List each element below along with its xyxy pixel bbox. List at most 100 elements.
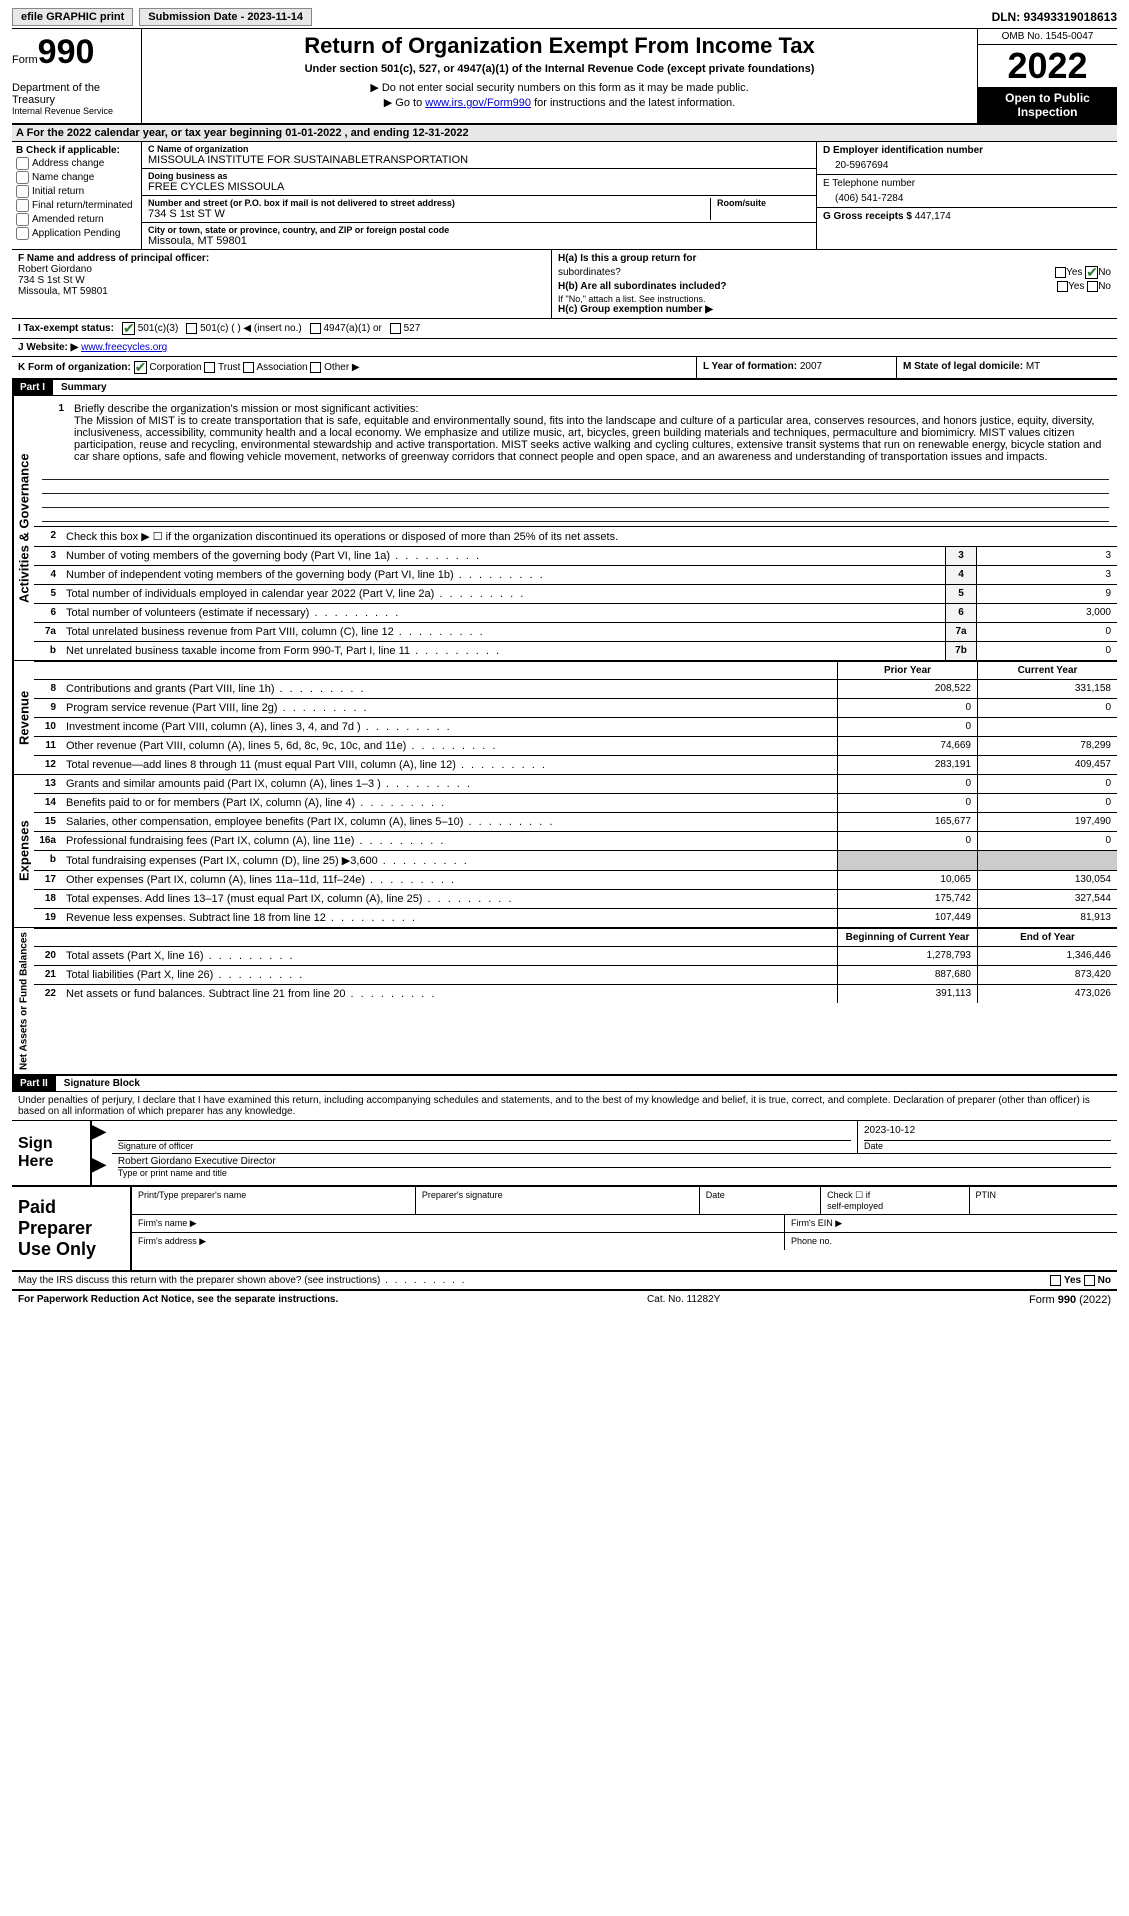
box-h: H(a) Is this a group return for subordin…: [552, 250, 1117, 318]
line-text: Total unrelated business revenue from Pa…: [62, 623, 945, 641]
col-boy: Beginning of Current Year: [837, 929, 977, 946]
line-text: Net assets or fund balances. Subtract li…: [62, 985, 837, 1003]
efile-print-button[interactable]: efile GRAPHIC print: [12, 8, 133, 26]
ein: 20-5967694: [823, 156, 1111, 171]
chk-initial-return[interactable]: Initial return: [16, 185, 137, 198]
form-subtitle: Under section 501(c), 527, or 4947(a)(1)…: [152, 63, 967, 75]
current-value: 197,490: [977, 813, 1117, 831]
perjury-text: Under penalties of perjury, I declare th…: [12, 1092, 1117, 1120]
preparer-date-hdr: Date: [700, 1187, 821, 1214]
instr-goto: ▶ Go to www.irs.gov/Form990 for instruct…: [152, 96, 967, 109]
line-num: 18: [34, 890, 62, 908]
prior-value: 0: [837, 794, 977, 812]
line-text: Total expenses. Add lines 13–17 (must eq…: [62, 890, 837, 908]
current-value: 1,346,446: [977, 947, 1117, 965]
current-value: 409,457: [977, 756, 1117, 774]
sig-officer-label: Signature of officer: [118, 1141, 851, 1151]
current-value: [977, 718, 1117, 736]
open-public: Open to PublicInspection: [978, 87, 1117, 123]
website-link[interactable]: www.freecycles.org: [81, 342, 167, 353]
arrow-icon: ▶: [92, 1154, 112, 1180]
current-value: 78,299: [977, 737, 1117, 755]
line-num: b: [34, 851, 62, 870]
line-num: 17: [34, 871, 62, 889]
chk-amended[interactable]: Amended return: [16, 213, 137, 226]
side-net-assets: Net Assets or Fund Balances: [12, 928, 34, 1074]
line-num: 3: [34, 547, 62, 565]
part2-header: Part II Signature Block: [12, 1076, 1117, 1092]
chk-527[interactable]: [390, 323, 401, 334]
prior-value: 74,669: [837, 737, 977, 755]
sign-here-label: Sign Here: [12, 1121, 92, 1185]
hb-yes[interactable]: [1057, 281, 1068, 292]
chk-name-change[interactable]: Name change: [16, 171, 137, 184]
line-box: 7a: [945, 623, 977, 641]
chk-address-change[interactable]: Address change: [16, 157, 137, 170]
form-footer: Form 990 (2022): [1029, 1294, 1111, 1306]
line-box: 5: [945, 585, 977, 603]
current-value: 0: [977, 832, 1117, 850]
line-text: Total revenue—add lines 8 through 11 (mu…: [62, 756, 837, 774]
chk-trust[interactable]: [204, 362, 215, 373]
row-i: I Tax-exempt status: 501(c)(3) 501(c) ( …: [12, 319, 1117, 339]
line-text: Other revenue (Part VIII, column (A), li…: [62, 737, 837, 755]
chk-501c3[interactable]: [122, 322, 135, 335]
mission-text: The Mission of MIST is to create transpo…: [74, 415, 1101, 463]
prior-value: 175,742: [837, 890, 977, 908]
irs-label: Internal Revenue Service: [12, 106, 135, 116]
line-text: Benefits paid to or for members (Part IX…: [62, 794, 837, 812]
line-text: Grants and similar amounts paid (Part IX…: [62, 775, 837, 793]
side-expenses: Expenses: [12, 775, 34, 927]
line-num: 4: [34, 566, 62, 584]
chk-other[interactable]: [310, 362, 321, 373]
firm-address: Firm's address ▶: [132, 1233, 785, 1250]
arrow-icon: ▶: [92, 1121, 112, 1154]
line-text: Revenue less expenses. Subtract line 18 …: [62, 909, 837, 927]
chk-final-return[interactable]: Final return/terminated: [16, 199, 137, 212]
chk-app-pending[interactable]: Application Pending: [16, 227, 137, 240]
line-num: 5: [34, 585, 62, 603]
ha-yes[interactable]: [1055, 267, 1066, 278]
line-text: Salaries, other compensation, employee b…: [62, 813, 837, 831]
prior-value: 0: [837, 718, 977, 736]
line-box: 6: [945, 604, 977, 622]
tax-year: 2022: [978, 45, 1117, 87]
prior-value: 887,680: [837, 966, 977, 984]
chk-corp[interactable]: [134, 361, 147, 374]
line-num: 10: [34, 718, 62, 736]
discuss-yes[interactable]: [1050, 1275, 1061, 1286]
line-num: b: [34, 642, 62, 660]
line-num: 12: [34, 756, 62, 774]
line-num: 13: [34, 775, 62, 793]
chk-4947[interactable]: [310, 323, 321, 334]
prior-value: 391,113: [837, 985, 977, 1003]
line-text: Program service revenue (Part VIII, line…: [62, 699, 837, 717]
cell-gray: [837, 851, 977, 870]
box-e: E Telephone number (406) 541-7284: [817, 175, 1117, 208]
row-m: M State of legal domicile: MT: [897, 357, 1117, 378]
self-employed-chk[interactable]: Check ☐ ifself-employed: [821, 1187, 969, 1214]
line-box: 3: [945, 547, 977, 565]
current-value: 331,158: [977, 680, 1117, 698]
paid-preparer-label: Paid Preparer Use Only: [12, 1187, 132, 1270]
irs-link[interactable]: www.irs.gov/Form990: [425, 97, 531, 109]
discuss-no[interactable]: [1084, 1275, 1095, 1286]
line-text: Net unrelated business taxable income fr…: [62, 642, 945, 660]
line-num: 8: [34, 680, 62, 698]
hb-no[interactable]: [1087, 281, 1098, 292]
chk-assoc[interactable]: [243, 362, 254, 373]
current-value: 327,544: [977, 890, 1117, 908]
line-num: 16a: [34, 832, 62, 850]
chk-501c[interactable]: [186, 323, 197, 334]
line-value: 3: [977, 547, 1117, 565]
form-title: Return of Organization Exempt From Incom…: [152, 33, 967, 59]
line-num: 6: [34, 604, 62, 622]
preparer-sig-hdr: Preparer's signature: [416, 1187, 700, 1214]
line-box: 7b: [945, 642, 977, 660]
prior-value: 283,191: [837, 756, 977, 774]
paperwork-notice: For Paperwork Reduction Act Notice, see …: [18, 1294, 338, 1306]
submission-date: Submission Date - 2023-11-14: [139, 8, 312, 26]
officer-name: Robert Giordano: [18, 264, 545, 275]
ha-no[interactable]: [1085, 266, 1098, 279]
row-l: L Year of formation: 2007: [697, 357, 897, 378]
